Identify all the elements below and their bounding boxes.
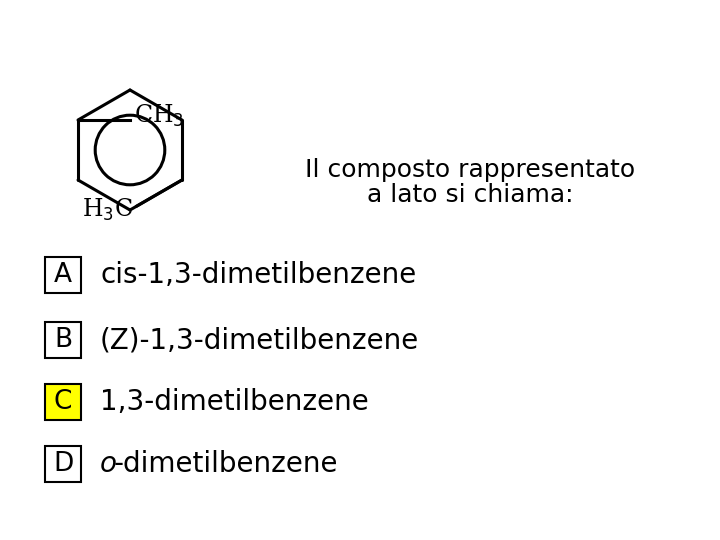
Text: (Z)-1,3-dimetilbenzene: (Z)-1,3-dimetilbenzene <box>100 326 419 354</box>
FancyBboxPatch shape <box>45 446 81 482</box>
Text: CH$_3$: CH$_3$ <box>134 103 184 129</box>
Text: B: B <box>54 327 72 353</box>
Text: cis-1,3-dimetilbenzene: cis-1,3-dimetilbenzene <box>100 261 416 289</box>
FancyBboxPatch shape <box>45 257 81 293</box>
Text: a lato si chiama:: a lato si chiama: <box>366 183 573 207</box>
Text: D: D <box>53 451 73 477</box>
Text: -dimetilbenzene: -dimetilbenzene <box>114 450 338 478</box>
Text: o: o <box>100 450 117 478</box>
Text: Il composto rappresentato: Il composto rappresentato <box>305 158 635 182</box>
Text: 1,3-dimetilbenzene: 1,3-dimetilbenzene <box>100 388 369 416</box>
FancyBboxPatch shape <box>45 384 81 420</box>
Text: A: A <box>54 262 72 288</box>
Text: H$_3$C: H$_3$C <box>82 197 133 223</box>
FancyBboxPatch shape <box>45 322 81 358</box>
Text: C: C <box>54 389 72 415</box>
